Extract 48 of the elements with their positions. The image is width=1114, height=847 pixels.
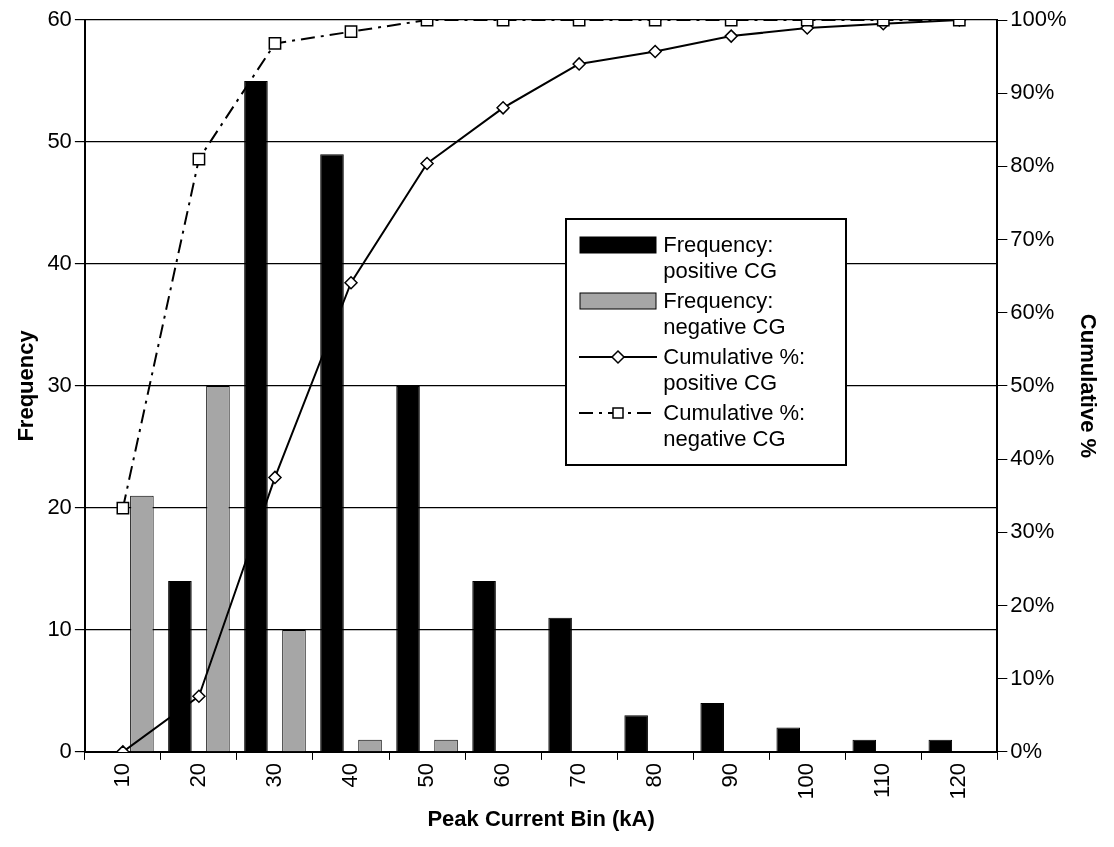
point [268, 37, 282, 50]
x-tick-label: 70 [565, 762, 591, 788]
point [116, 501, 130, 515]
y-tick-label: 0 [59, 737, 72, 763]
x-tick-label: 110 [869, 762, 895, 798]
point [496, 101, 510, 115]
x-axis-title: Peak Current Bin (kA) [427, 805, 655, 831]
x-tick-label: 80 [641, 762, 667, 788]
point [344, 25, 358, 39]
legend-label: Cumulative %: negative CG [663, 399, 807, 452]
point [344, 276, 358, 290]
y2-tick-label: 20% [1010, 591, 1055, 617]
x-tick-label: 10 [108, 762, 134, 788]
x-tick-label: 30 [261, 762, 287, 788]
point [648, 44, 662, 59]
y-tick-label: 60 [47, 6, 72, 32]
y2-tick-label: 50% [1010, 372, 1055, 398]
y2-axis-title: Cumulative % [1075, 313, 1101, 459]
point [268, 470, 282, 485]
x-tick-label: 40 [337, 762, 363, 788]
y2-tick-label: 80% [1010, 152, 1055, 178]
y-tick-label: 20 [47, 493, 72, 519]
y2-tick-label: 0% [1010, 737, 1043, 763]
y2-tick-label: 60% [1010, 298, 1055, 324]
point [572, 57, 586, 71]
y2-tick-label: 90% [1010, 79, 1055, 105]
y-tick-label: 40 [47, 250, 72, 276]
y-axis-title: Frequency [13, 329, 39, 442]
x-tick-label: 20 [184, 762, 210, 788]
y-tick-label: 10 [47, 615, 72, 641]
point [192, 689, 206, 704]
legend-label: Frequency: positive CG [663, 231, 779, 284]
legend-label: Cumulative %: positive CG [663, 343, 807, 396]
x-tick-label: 50 [413, 762, 439, 788]
y2-tick-label: 40% [1010, 445, 1055, 471]
y2-tick-label: 100% [1010, 6, 1067, 32]
point [420, 156, 434, 171]
y2-tick-label: 10% [1010, 664, 1055, 690]
y-tick-label: 50 [47, 128, 72, 154]
y-tick-label: 30 [47, 372, 72, 398]
x-tick-label: 100 [793, 762, 819, 800]
y2-tick-label: 70% [1010, 225, 1055, 251]
point [724, 29, 738, 43]
legend-label: Frequency: negative CG [663, 287, 787, 340]
x-tick-label: 120 [945, 762, 971, 800]
x-tick-label: 60 [489, 762, 515, 788]
x-tick-label: 90 [717, 762, 743, 788]
y2-tick-label: 30% [1010, 518, 1055, 544]
